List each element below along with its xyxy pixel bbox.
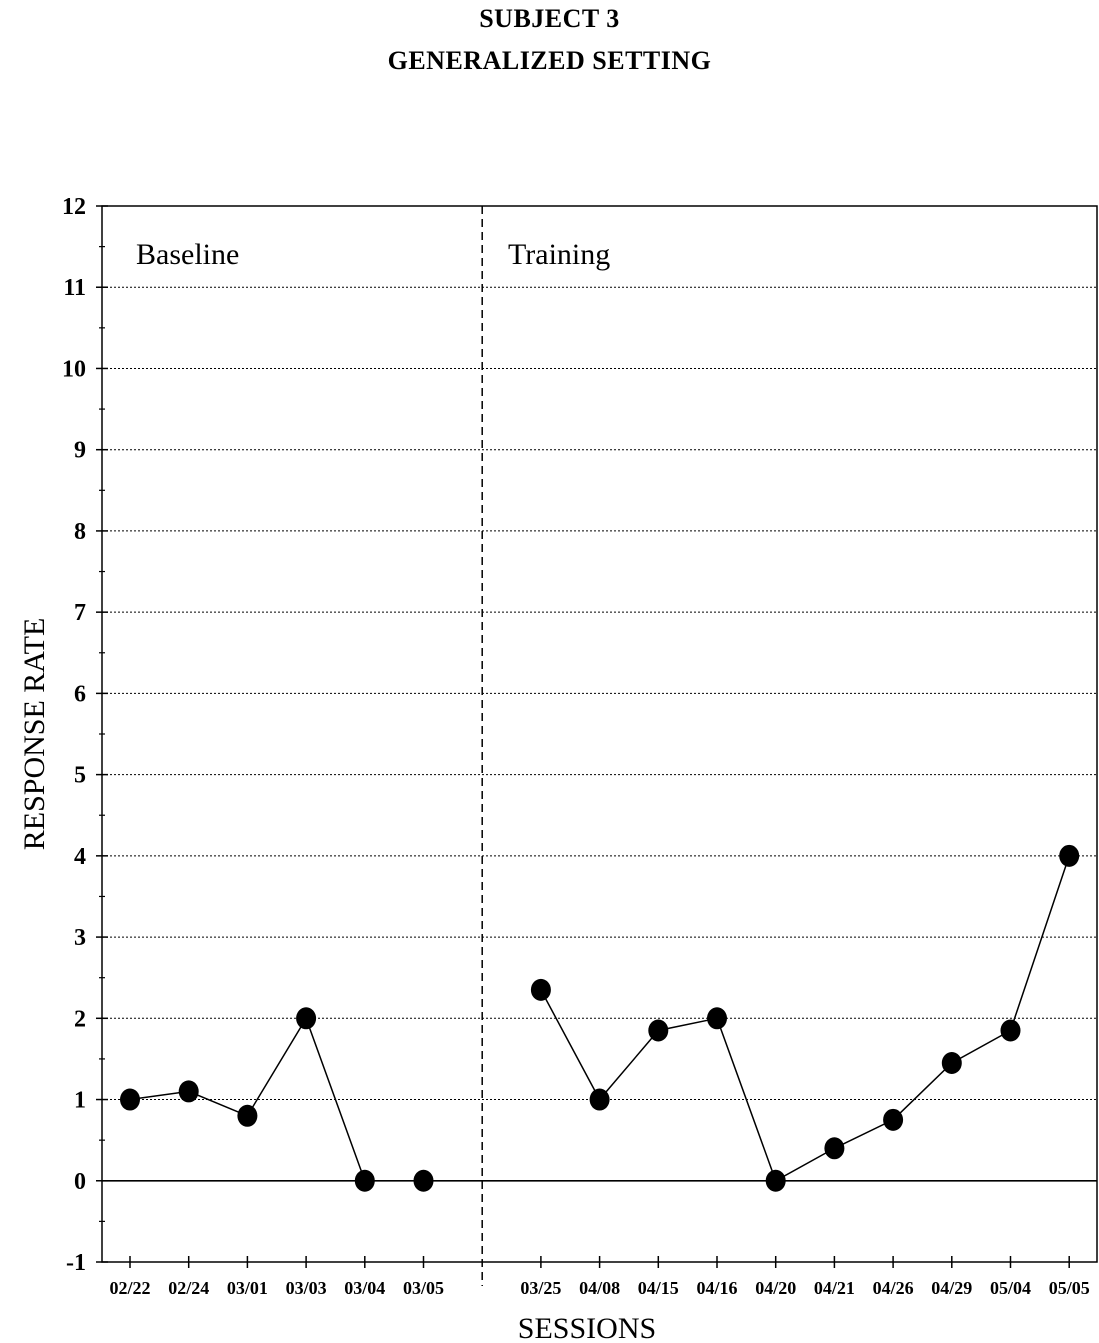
x-tick-label: 05/04 bbox=[990, 1278, 1031, 1298]
x-tick-label: 03/03 bbox=[286, 1278, 327, 1298]
chart-labels: Baseline Training SESSIONS RESPONSE RATE bbox=[18, 238, 656, 1343]
y-tick-label: 3 bbox=[74, 925, 86, 951]
data-point bbox=[824, 1137, 845, 1160]
x-tick-label: 04/26 bbox=[873, 1278, 914, 1298]
x-tick-label: 04/08 bbox=[579, 1278, 620, 1298]
y-tick-label: -1 bbox=[66, 1250, 86, 1276]
y-tick-label: 7 bbox=[74, 600, 86, 626]
x-axis-ticks: 02/22 02/24 03/01 03/03 03/04 03/05 03/25 04/08… bbox=[109, 1256, 1090, 1298]
data-point bbox=[941, 1051, 962, 1074]
y-tick-label: 11 bbox=[63, 275, 86, 301]
data-series bbox=[120, 844, 1080, 1192]
data-point bbox=[530, 978, 551, 1001]
data-point bbox=[120, 1088, 140, 1111]
y-tick-label: 0 bbox=[74, 1169, 86, 1195]
x-tick-label: 05/05 bbox=[1049, 1278, 1090, 1298]
x-tick-label: 04/15 bbox=[638, 1278, 679, 1298]
x-tick-label: 02/24 bbox=[168, 1278, 209, 1298]
x-tick-label: 04/16 bbox=[696, 1278, 737, 1298]
x-tick-label: 03/01 bbox=[227, 1278, 268, 1298]
x-axis-title: SESSIONS bbox=[518, 1312, 656, 1343]
data-point bbox=[765, 1169, 786, 1192]
y-tick-label: 8 bbox=[74, 519, 86, 545]
y-tick-label: 12 bbox=[62, 194, 86, 220]
data-point bbox=[1000, 1019, 1021, 1042]
phase-label-baseline: Baseline bbox=[136, 238, 239, 271]
x-tick-label: 02/22 bbox=[109, 1278, 150, 1298]
y-tick-label: 9 bbox=[74, 438, 86, 464]
data-point bbox=[883, 1108, 904, 1131]
y-tick-label: 5 bbox=[74, 763, 86, 789]
y-tick-label: 1 bbox=[74, 1088, 86, 1114]
y-tick-label: 10 bbox=[62, 356, 86, 382]
x-tick-label: 03/05 bbox=[403, 1278, 444, 1298]
data-point bbox=[354, 1169, 375, 1192]
y-tick-label: 6 bbox=[74, 681, 86, 707]
y-axis-title: RESPONSE RATE bbox=[18, 618, 51, 851]
y-tick-label: 2 bbox=[74, 1006, 86, 1032]
chart-title: SUBJECT 3 bbox=[479, 4, 620, 33]
x-tick-label: 04/20 bbox=[755, 1278, 796, 1298]
data-point bbox=[237, 1104, 258, 1127]
x-tick-label: 03/04 bbox=[344, 1278, 385, 1298]
data-point bbox=[413, 1169, 434, 1192]
x-tick-label: 03/25 bbox=[520, 1278, 561, 1298]
y-tick-label: 4 bbox=[74, 844, 86, 870]
data-point bbox=[178, 1080, 199, 1103]
data-point bbox=[296, 1007, 317, 1030]
x-tick-label: 04/21 bbox=[814, 1278, 855, 1298]
data-point bbox=[648, 1019, 669, 1042]
phase-label-training: Training bbox=[508, 238, 610, 271]
data-point bbox=[589, 1088, 610, 1111]
data-point bbox=[1059, 844, 1080, 867]
data-point bbox=[707, 1007, 727, 1030]
x-tick-label: 04/29 bbox=[931, 1278, 972, 1298]
gridlines bbox=[102, 286, 1097, 1182]
series-line-training bbox=[540, 855, 1070, 1182]
chart-subtitle: GENERALIZED SETTING bbox=[387, 46, 712, 75]
